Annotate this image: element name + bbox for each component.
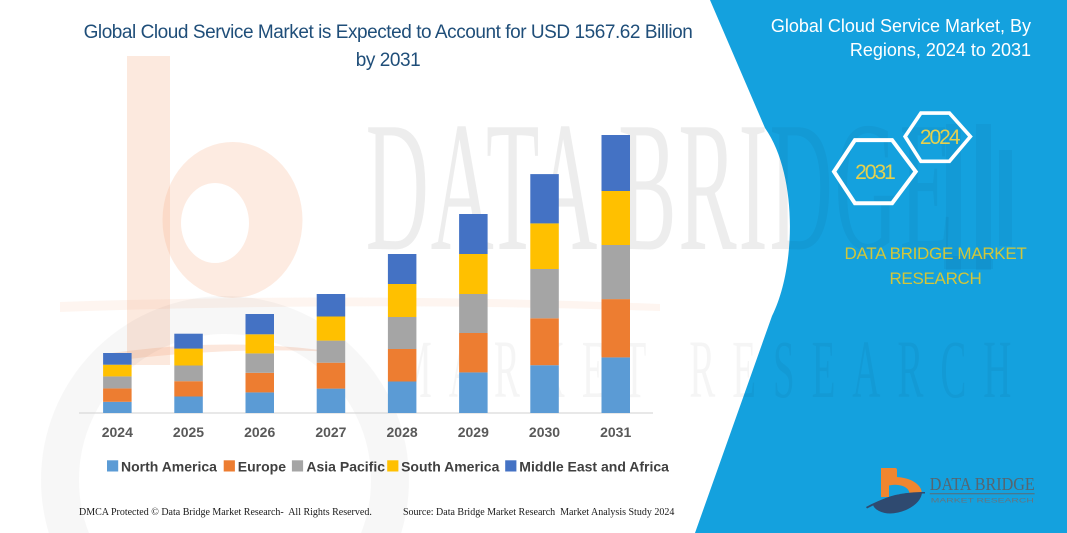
- svg-text:2031: 2031: [600, 424, 631, 440]
- svg-text:2024: 2024: [102, 424, 133, 440]
- svg-text:South America: South America: [401, 459, 499, 475]
- svg-text:DATA BRIDGE: DATA BRIDGE: [930, 474, 1035, 494]
- svg-text:2024: 2024: [920, 126, 961, 149]
- svg-text:North America: North America: [121, 459, 217, 475]
- svg-text:MARKET RESEARCH: MARKET RESEARCH: [931, 499, 1034, 505]
- svg-text:2027: 2027: [315, 424, 346, 440]
- svg-text:2031: 2031: [855, 161, 895, 184]
- svg-text:2025: 2025: [173, 424, 204, 440]
- svg-text:2028: 2028: [387, 424, 418, 440]
- svg-text:2029: 2029: [458, 424, 489, 440]
- svg-text:2030: 2030: [529, 424, 560, 440]
- svg-text:Asia Pacific: Asia Pacific: [306, 459, 385, 475]
- svg-text:2026: 2026: [244, 424, 275, 440]
- svg-text:Europe: Europe: [238, 459, 286, 475]
- svg-text:Middle East and Africa: Middle East and Africa: [519, 459, 669, 475]
